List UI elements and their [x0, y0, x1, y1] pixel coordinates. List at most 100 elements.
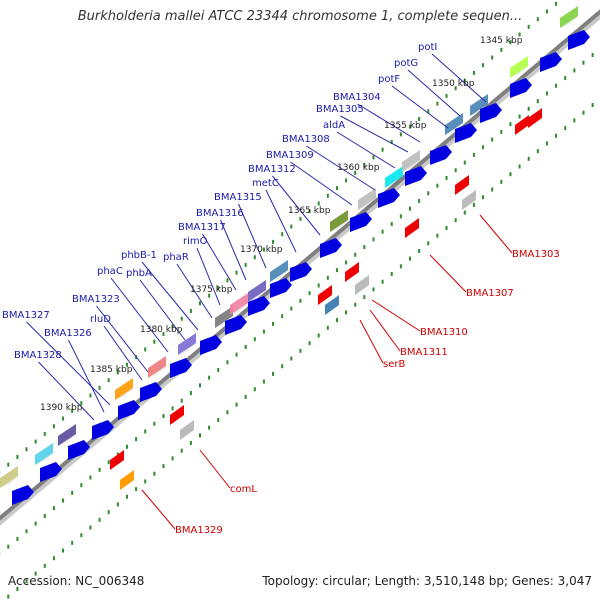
- reverse-gene-arrow: [120, 470, 134, 490]
- reverse-gene-label: BMA1329: [175, 525, 223, 536]
- forward-gene-label: BMA1328: [14, 350, 62, 361]
- cog-box-shade: [330, 220, 348, 232]
- forward-gene-label: BMA1317: [178, 222, 226, 233]
- reverse-gene-label: BMA1311: [400, 347, 448, 358]
- cog-box: [402, 150, 420, 172]
- forward-gene-arrow: [92, 420, 114, 440]
- map-title: Burkholderia mallei ATCC 23344 chromosom…: [77, 9, 523, 24]
- cog-box-shade: [230, 303, 248, 315]
- forward-leader-line: [340, 115, 409, 153]
- reverse-gene-label: BMA1307: [466, 288, 514, 299]
- scale-label: 1375 kbp: [190, 285, 233, 295]
- forward-gene-arrow: [270, 278, 292, 298]
- reverse-gene-label: comL: [230, 484, 257, 495]
- cog-box: [115, 378, 133, 400]
- forward-gene-arrow: [405, 166, 427, 186]
- scale-label: 1390 kbp: [40, 403, 83, 413]
- forward-leader-line: [141, 261, 199, 331]
- cog-box-shade: [402, 160, 420, 172]
- forward-gene-label: BMA1327: [2, 310, 50, 321]
- forward-gene-label: BMA1309: [266, 150, 314, 161]
- reverse-gene-arrow: [325, 295, 339, 315]
- forward-leader-line: [202, 233, 237, 291]
- forward-gene-arrow: [40, 462, 62, 482]
- reverse-gene-arrow: [405, 218, 419, 238]
- tick-row-mid: [0, 53, 594, 557]
- cog-box: [215, 306, 233, 328]
- cog-box: [385, 166, 403, 188]
- scale-label: 1355 kbp: [384, 121, 427, 131]
- forward-leader-line: [26, 321, 111, 406]
- cog-box-shade: [560, 16, 578, 28]
- genome-summary-text: Topology: circular; Length: 3,510,148 bp…: [262, 574, 592, 588]
- cog-boxes: [0, 6, 578, 488]
- cog-box: [0, 466, 18, 488]
- forward-leader-line: [220, 219, 247, 281]
- forward-leader-line: [357, 103, 421, 143]
- gene-arrows: [12, 30, 590, 505]
- forward-leader-line: [336, 131, 396, 169]
- forward-gene-arrow: [225, 315, 247, 335]
- forward-gene-label: BMA1304: [333, 92, 381, 103]
- reverse-leader-line: [369, 309, 401, 352]
- forward-gene-arrow: [568, 30, 590, 50]
- cog-box-shade: [248, 290, 266, 302]
- forward-gene-label: potG: [394, 58, 418, 69]
- forward-leader-line: [196, 247, 221, 306]
- forward-leader-line: [407, 69, 461, 117]
- cog-box: [58, 424, 76, 446]
- reverse-leader-line: [429, 254, 467, 293]
- forward-leader-line: [391, 85, 449, 129]
- forward-leader-line: [272, 175, 321, 236]
- reverse-gene-label: serB: [383, 359, 405, 370]
- accession-text: Accession: NC_006348: [8, 574, 145, 588]
- forward-leader-line: [103, 325, 143, 381]
- forward-gene-label: BMA1308: [282, 134, 330, 145]
- forward-gene-arrow: [140, 382, 162, 402]
- forward-gene-label: phaR: [163, 252, 189, 263]
- cog-box-shade: [445, 123, 463, 135]
- reverse-leader-line: [479, 214, 513, 254]
- forward-gene-label: phbB-1: [121, 250, 157, 261]
- scale-label: 1345 kbp: [480, 36, 523, 46]
- forward-gene-label: phbA: [126, 268, 152, 279]
- forward-gene-arrow: [12, 485, 34, 505]
- forward-leader-line: [139, 279, 186, 341]
- forward-gene-arrow: [480, 103, 502, 123]
- forward-gene-arrow: [455, 123, 477, 143]
- forward-gene-label: BMA1316: [196, 208, 244, 219]
- forward-gene-label: potI: [418, 42, 437, 53]
- forward-gene-arrow: [320, 238, 342, 258]
- forward-gene-arrow: [290, 262, 312, 282]
- scale-label: 1385 kbp: [90, 365, 133, 375]
- reverse-gene-arrow: [110, 450, 124, 470]
- forward-leader-line: [68, 339, 105, 413]
- forward-leader-line: [265, 189, 297, 253]
- cog-box-shade: [385, 176, 403, 188]
- forward-gene-label: BMA1312: [248, 164, 296, 175]
- scale-label: 1350 kbp: [432, 79, 475, 89]
- cog-box-shade: [58, 434, 76, 446]
- scale-label: 1370 kbp: [240, 245, 283, 255]
- forward-gene-label: aldA: [323, 120, 345, 131]
- forward-leader-line: [176, 263, 213, 319]
- cog-box-shade: [358, 198, 376, 210]
- cog-box: [230, 293, 248, 315]
- forward-gene-label: rluD: [90, 314, 111, 325]
- forward-gene-arrow: [430, 145, 452, 165]
- forward-gene-label: potF: [378, 74, 400, 85]
- reverse-gene-arrow: [318, 285, 332, 305]
- cog-box-shade: [115, 388, 133, 400]
- forward-leader-line: [38, 361, 95, 421]
- cog-box-shade: [510, 66, 528, 78]
- forward-gene-arrow: [170, 358, 192, 378]
- forward-gene-label: BMA1305: [316, 104, 364, 115]
- cog-box: [148, 356, 166, 378]
- cog-box: [178, 333, 196, 355]
- scale-labels: 1345 kbp 1350 kbp 1355 kbp 1360 kbp 1365 kbp…: [40, 36, 523, 413]
- forward-leader-line: [306, 145, 376, 191]
- cog-box-shade: [178, 343, 196, 355]
- forward-gene-label: metC: [252, 178, 279, 189]
